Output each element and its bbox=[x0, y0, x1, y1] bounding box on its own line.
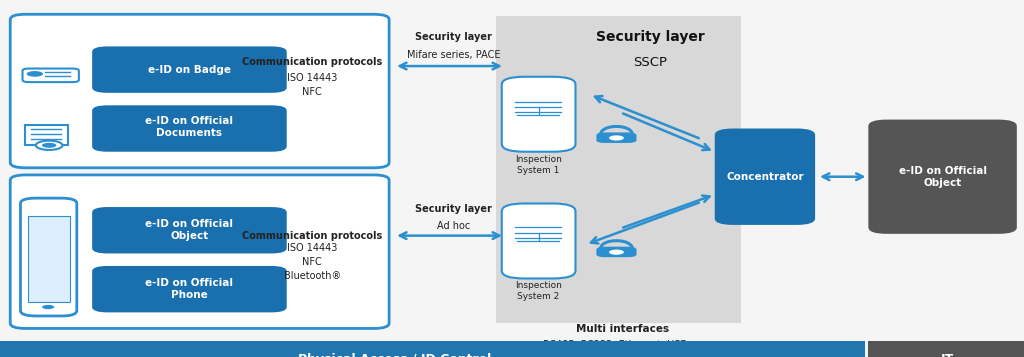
FancyBboxPatch shape bbox=[92, 207, 287, 253]
FancyBboxPatch shape bbox=[20, 198, 77, 316]
Text: e-ID on Official
Object: e-ID on Official Object bbox=[899, 166, 987, 188]
Circle shape bbox=[609, 135, 624, 141]
FancyBboxPatch shape bbox=[596, 132, 637, 143]
Text: ISO 14443
NFC: ISO 14443 NFC bbox=[287, 73, 338, 97]
FancyBboxPatch shape bbox=[502, 77, 575, 152]
Text: Mifare series, PACE: Mifare series, PACE bbox=[407, 50, 501, 60]
Text: ISO 14443
NFC
Bluetooth®: ISO 14443 NFC Bluetooth® bbox=[284, 243, 341, 281]
Bar bbox=[0, 341, 865, 357]
FancyBboxPatch shape bbox=[868, 120, 1017, 234]
Circle shape bbox=[36, 141, 62, 150]
Text: Ad hoc: Ad hoc bbox=[437, 221, 470, 231]
Bar bbox=[25, 125, 68, 145]
Text: Security layer: Security layer bbox=[596, 30, 705, 45]
FancyBboxPatch shape bbox=[10, 14, 389, 168]
Text: Security layer: Security layer bbox=[415, 32, 493, 42]
FancyBboxPatch shape bbox=[496, 16, 741, 323]
FancyBboxPatch shape bbox=[92, 46, 287, 93]
Text: Security layer: Security layer bbox=[415, 204, 493, 214]
Text: e-ID on Official
Documents: e-ID on Official Documents bbox=[145, 116, 233, 138]
Text: IT: IT bbox=[941, 353, 953, 357]
FancyBboxPatch shape bbox=[92, 105, 287, 152]
FancyBboxPatch shape bbox=[92, 266, 287, 312]
Text: SSCP: SSCP bbox=[633, 56, 668, 69]
Circle shape bbox=[609, 250, 624, 255]
Text: Concentrator: Concentrator bbox=[726, 172, 804, 182]
FancyBboxPatch shape bbox=[502, 203, 575, 278]
Text: e-ID on Badge: e-ID on Badge bbox=[147, 65, 231, 75]
FancyBboxPatch shape bbox=[596, 247, 637, 257]
Text: Inspection
System 1: Inspection System 1 bbox=[515, 155, 562, 175]
Bar bbox=[28, 216, 70, 302]
Text: Communication protocols: Communication protocols bbox=[243, 231, 382, 241]
Bar bbox=[868, 341, 1024, 357]
Text: Physical Access / ID Control: Physical Access / ID Control bbox=[298, 353, 490, 357]
Circle shape bbox=[42, 305, 54, 309]
Text: e-ID on Official
Phone: e-ID on Official Phone bbox=[145, 278, 233, 300]
Text: Communication protocols: Communication protocols bbox=[243, 57, 382, 67]
Text: Inspection
System 2: Inspection System 2 bbox=[515, 281, 562, 301]
Text: e-ID on Official
Object: e-ID on Official Object bbox=[145, 219, 233, 241]
FancyBboxPatch shape bbox=[23, 69, 79, 82]
Text: RS485, RS232, Ethernet, USB, ...: RS485, RS232, Ethernet, USB, ... bbox=[543, 340, 702, 350]
FancyBboxPatch shape bbox=[10, 175, 389, 328]
Text: Multi interfaces: Multi interfaces bbox=[577, 324, 669, 334]
FancyBboxPatch shape bbox=[715, 129, 815, 225]
Circle shape bbox=[42, 143, 56, 148]
Circle shape bbox=[27, 71, 43, 77]
